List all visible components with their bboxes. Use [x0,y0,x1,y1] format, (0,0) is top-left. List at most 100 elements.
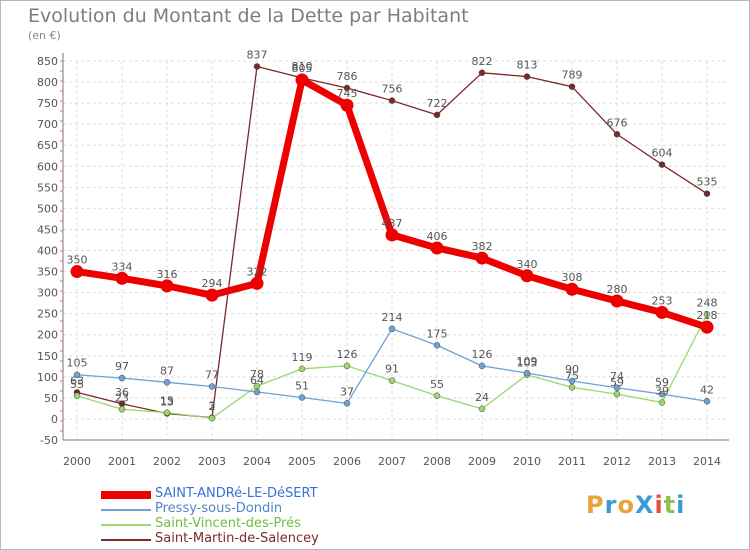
logo-letter: r [604,491,618,519]
legend-label: SAINT-ANDRé-LE-DéSERT [155,486,318,501]
x-tick-label: 2000 [63,455,91,468]
data-label: 350 [67,254,88,267]
data-label: 2 [209,400,216,413]
y-tick-label: 350 [37,266,58,279]
data-point [73,371,81,378]
data-label: 105 [517,357,538,370]
data-label: 837 [247,48,268,61]
data-label: 75 [565,369,579,382]
data-label: 786 [337,70,358,83]
data-point [478,362,486,370]
y-tick-label: -50 [40,434,58,447]
legend-item: Saint-Vincent-des-Prés [101,516,401,532]
data-label: 90 [565,363,579,376]
data-point [160,279,174,293]
data-point [613,390,621,398]
data-point [388,377,396,384]
data-label: 126 [472,348,493,361]
y-tick-label: 200 [37,329,58,342]
data-label: 24 [475,391,489,404]
data-label: 64 [250,374,264,387]
data-point [613,384,621,392]
y-tick-label: 250 [37,308,58,321]
data-label: 214 [382,311,403,324]
data-point [568,384,576,391]
data-label: 722 [427,97,448,110]
data-label: 78 [250,368,264,381]
y-tick-label: 600 [37,160,58,173]
data-label: 23 [115,391,129,404]
data-label: 218 [697,309,718,322]
data-point [250,276,264,290]
data-point [523,73,531,80]
data-label: 37 [340,385,354,398]
data-label: 126 [337,348,358,361]
y-tick-label: 50 [44,392,58,405]
data-label: 63 [70,374,84,387]
logo-letter: o [617,491,635,519]
data-point [520,269,534,283]
data-label: 535 [697,176,718,189]
data-label: 119 [292,351,313,364]
data-label: 340 [517,258,538,271]
data-point [73,392,81,400]
data-point [568,83,576,90]
y-tick-label: 400 [37,245,58,258]
data-label: 813 [517,59,538,72]
y-tick-label: 850 [37,55,58,68]
data-point [205,288,219,302]
data-point [703,311,711,318]
data-label: 604 [652,147,673,160]
logo-letter: P [586,491,605,519]
data-point [433,392,441,400]
data-label: 39 [655,385,669,398]
data-label: 745 [337,87,358,100]
data-label: 13 [160,395,174,408]
x-tick-label: 2009 [468,455,496,468]
data-point [523,369,531,377]
legend-swatch [101,509,151,511]
data-point [253,63,261,70]
x-tick-label: 2007 [378,455,406,468]
data-point [298,365,306,373]
data-point [343,362,351,370]
data-label: 810 [292,60,313,73]
data-point [475,251,489,265]
data-point [385,228,399,242]
y-tick-label: 700 [37,118,58,131]
logo-letter: i [676,491,686,519]
data-label: 109 [517,355,538,368]
data-point [478,69,486,77]
x-tick-label: 2011 [558,455,586,468]
legend-swatch [101,524,151,526]
data-point [163,409,171,416]
data-label: 294 [202,277,223,290]
data-point [208,383,216,390]
data-point [433,111,441,119]
legend-item: SAINT-ANDRé-LE-DéSERT [101,486,401,502]
data-label: 253 [652,294,673,307]
data-point [703,190,711,197]
data-label: 322 [247,265,268,278]
data-point [568,377,576,385]
data-label: 59 [610,376,624,389]
data-label: 55 [430,378,444,391]
y-tick-label: 500 [37,202,58,215]
logo-letter: t [663,491,677,519]
data-label: 59 [655,376,669,389]
y-tick-label: 450 [37,223,58,236]
data-point [658,390,666,398]
legend-swatch [101,539,151,541]
data-label: 36 [115,386,129,399]
data-label: 97 [115,360,129,373]
data-label: 15 [160,395,174,408]
legend-label: Saint-Martin-de-Salencey [155,531,319,546]
data-label: 42 [700,383,714,396]
chart-unit: (en €) [28,29,61,42]
legend: SAINT-ANDRé-LE-DéSERT Pressy-sous-Dondin S… [101,486,401,547]
data-point [430,241,444,255]
data-label: 280 [607,283,628,296]
y-tick-label: 550 [37,181,58,194]
x-tick-label: 2004 [243,455,271,468]
legend-swatch [101,491,151,499]
